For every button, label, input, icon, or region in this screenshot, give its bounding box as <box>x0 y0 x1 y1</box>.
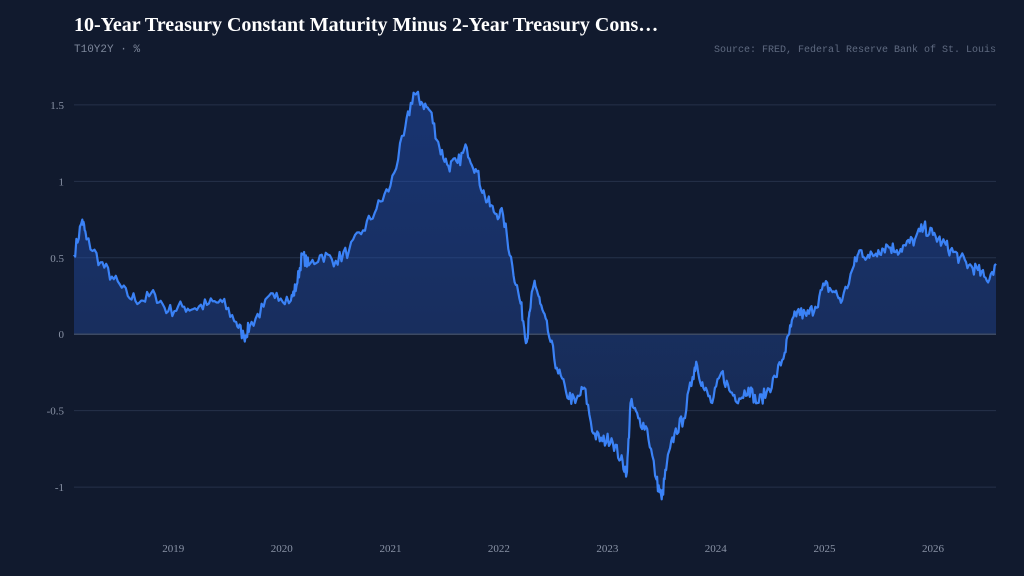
x-tick-label: 2019 <box>162 543 185 555</box>
x-tick-label: 2022 <box>488 543 510 555</box>
chart-subtitle: T10Y2Y · % <box>74 44 140 56</box>
y-tick-label: -0.5 <box>47 406 65 418</box>
chart-title: 10-Year Treasury Constant Maturity Minus… <box>74 14 659 36</box>
series-area <box>74 91 996 500</box>
grid-lines <box>74 104 996 488</box>
y-tick-label: 1.5 <box>50 100 64 112</box>
x-tick-label: 2026 <box>922 543 945 555</box>
x-tick-label: 2024 <box>705 543 728 555</box>
y-tick-label: 0.5 <box>50 253 64 265</box>
unit-label: % <box>133 44 141 56</box>
y-tick-label: 1 <box>59 176 65 188</box>
y-tick-label: -1 <box>55 482 64 494</box>
x-tick-label: 2025 <box>814 543 837 555</box>
y-axis-ticks: 1.5 1 0.5 0 -0.5 -1 <box>47 100 65 494</box>
source-note: Source: FRED, Federal Reserve Bank of St… <box>713 45 996 56</box>
series-line <box>73 90 997 501</box>
x-tick-label: 2023 <box>596 543 619 555</box>
x-tick-label: 2021 <box>379 543 401 555</box>
y-tick-label: 0 <box>59 329 65 341</box>
separator: · <box>120 44 127 56</box>
x-axis-ticks: 2019 2020 2021 2022 2023 2024 2025 2026 <box>162 543 944 555</box>
series-id: T10Y2Y <box>74 44 114 56</box>
x-tick-label: 2020 <box>271 543 294 555</box>
